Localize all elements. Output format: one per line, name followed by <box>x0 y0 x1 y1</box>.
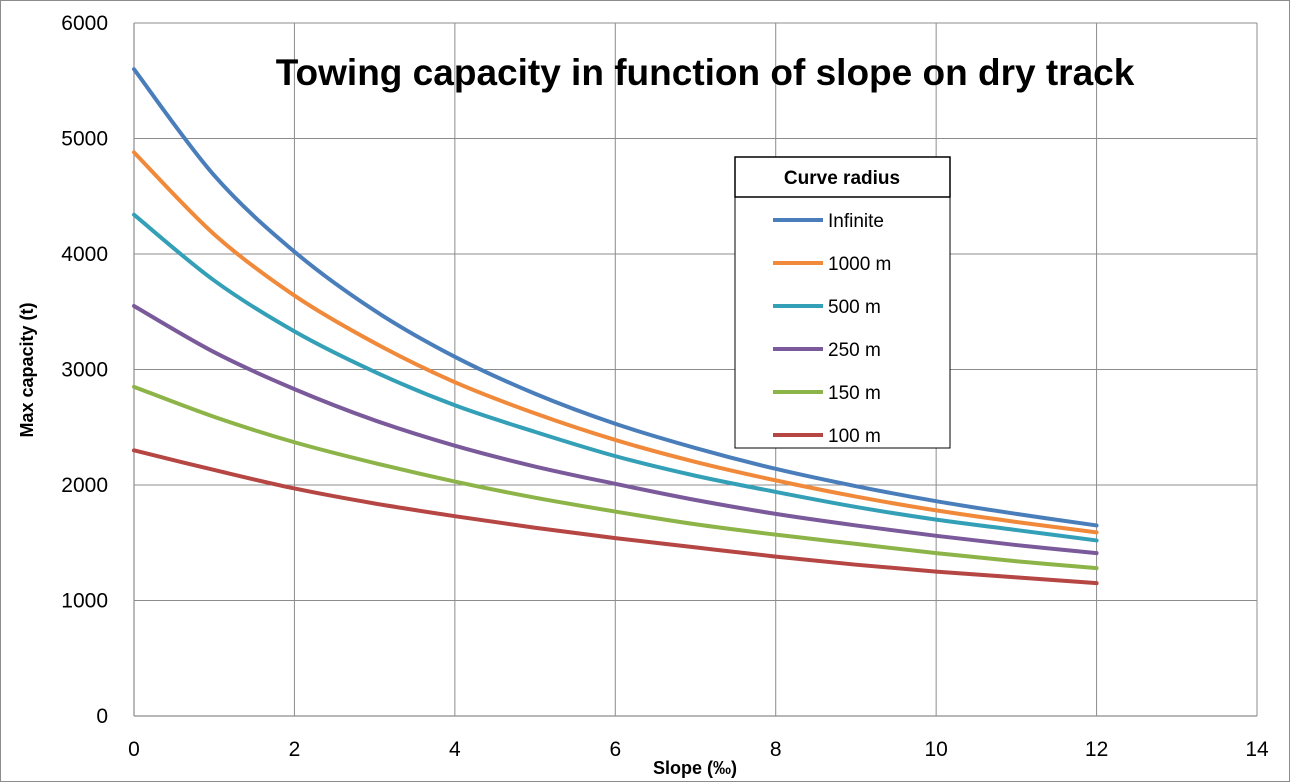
y-tick-label: 1000 <box>61 590 108 613</box>
tick-labels: 0 1000 2000 3000 4000 5000 6000 0 2 4 6 8 10 12 14 <box>61 12 1269 761</box>
series-lines <box>132 67 1099 586</box>
series-line-4 <box>132 384 1099 571</box>
legend-label: 500 m <box>828 297 881 318</box>
x-tick-label: 6 <box>609 738 621 761</box>
legend-title: Curve radius <box>784 168 900 189</box>
x-tick-label: 8 <box>770 738 782 761</box>
y-tick-label: 3000 <box>61 359 108 382</box>
chart-title: Towing capacity in function of slope on … <box>276 52 1135 93</box>
y-tick-label: 4000 <box>61 243 108 266</box>
legend-title-box <box>734 156 951 198</box>
series-line-5 <box>132 448 1099 586</box>
series-line-3 <box>132 303 1099 556</box>
x-tick-label: 2 <box>289 738 301 761</box>
x-axis-label: Slope (‰) <box>653 758 737 778</box>
legend-box <box>734 196 951 449</box>
legend-label: Infinite <box>828 211 884 232</box>
series-line-2 <box>132 212 1099 543</box>
legend: Curve radius Infinite 1000 m 500 m 250 m 150… <box>734 156 951 449</box>
x-tick-label: 14 <box>1245 738 1269 761</box>
legend-items: Infinite 1000 m 500 m 250 m 150 m 100 m <box>773 211 891 447</box>
legend-label: 1000 m <box>828 254 891 275</box>
y-tick-label: 2000 <box>61 474 108 497</box>
series-line-1 <box>132 150 1099 535</box>
y-tick-label: 6000 <box>61 12 108 35</box>
x-tick-label: 4 <box>449 738 461 761</box>
series-line-0 <box>132 67 1099 528</box>
x-tick-label: 0 <box>128 738 140 761</box>
legend-label: 100 m <box>828 426 881 447</box>
legend-label: 250 m <box>828 340 881 361</box>
legend-label: 150 m <box>828 383 881 404</box>
y-axis-label: Max capacity (t) <box>17 302 37 437</box>
y-tick-label: 5000 <box>61 128 108 151</box>
y-tick-label: 0 <box>96 705 108 728</box>
x-tick-label: 12 <box>1085 738 1108 761</box>
x-tick-label: 10 <box>924 738 947 761</box>
